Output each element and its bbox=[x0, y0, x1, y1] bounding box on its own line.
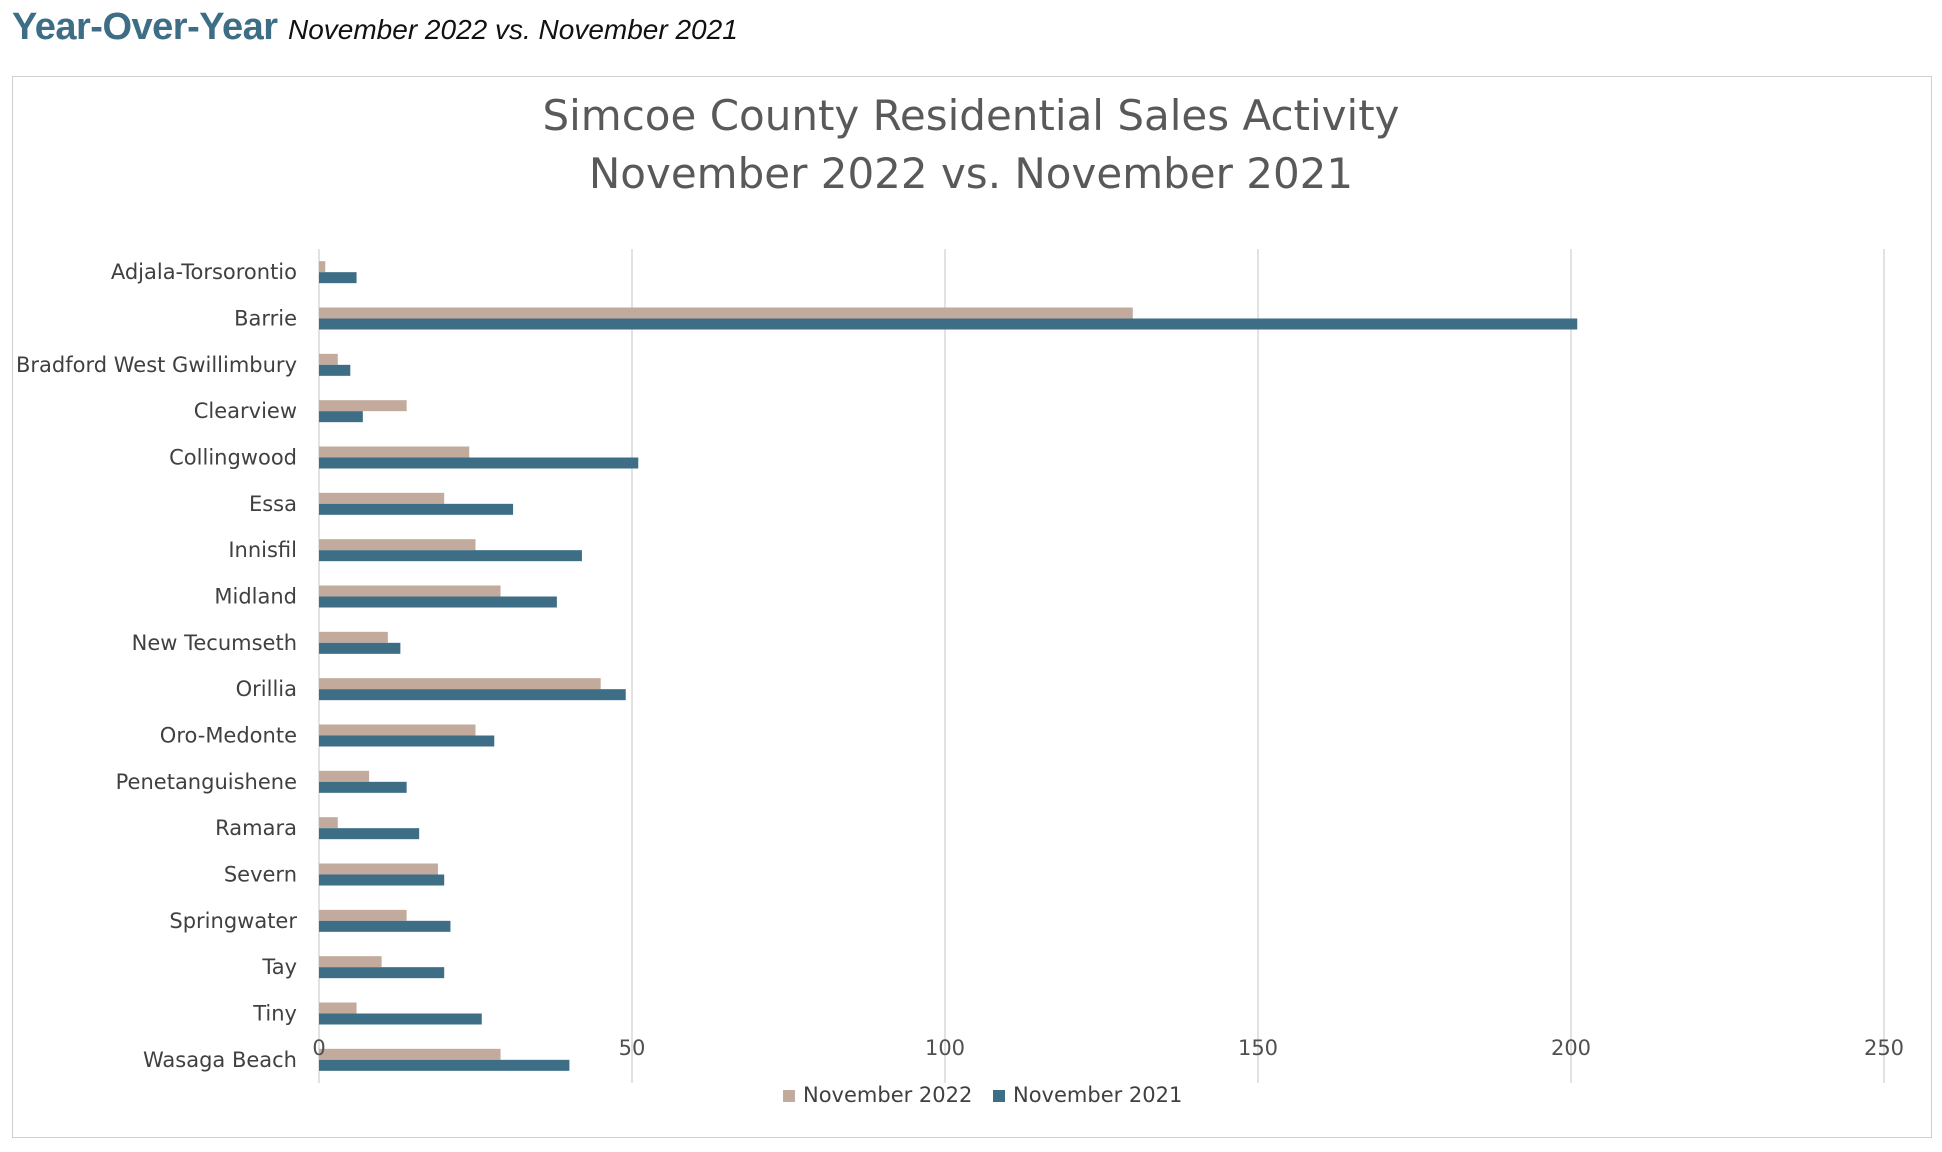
bar-nov-2021-severn bbox=[319, 874, 445, 886]
category-label-midland: Midland bbox=[214, 585, 297, 609]
category-label-springwater: Springwater bbox=[169, 909, 297, 933]
x-axis-ticks: 0 50 100 150 200 250 bbox=[312, 1036, 1904, 1060]
bar-nov-2021-adjala-torsorontio bbox=[319, 272, 357, 284]
bar-nov-2022-collingwood bbox=[319, 446, 470, 458]
bar-nov-2022-tiny bbox=[319, 1002, 357, 1014]
category-label-collingwood: Collingwood bbox=[169, 446, 297, 470]
bar-nov-2022-springwater bbox=[319, 909, 407, 921]
bar-nov-2021-bradford-west-gwillimbury bbox=[319, 364, 351, 376]
bar-nov-2022-adjala-torsorontio bbox=[319, 261, 326, 273]
x-tick-label-200: 200 bbox=[1551, 1036, 1591, 1060]
bar-nov-2022-new-tecumseth bbox=[319, 631, 388, 643]
bar-nov-2022-midland bbox=[319, 585, 501, 597]
x-tick-label-0: 0 bbox=[312, 1036, 325, 1060]
bars bbox=[319, 261, 1578, 1071]
x-tick-label-50: 50 bbox=[619, 1036, 646, 1060]
category-label-tay: Tay bbox=[261, 955, 297, 979]
bar-nov-2021-collingwood bbox=[319, 457, 639, 469]
category-label-wasaga-beach: Wasaga Beach bbox=[143, 1048, 297, 1072]
bar-nov-2022-bradford-west-gwillimbury bbox=[319, 353, 338, 365]
bar-nov-2021-clearview bbox=[319, 411, 363, 423]
bar-nov-2022-barrie bbox=[319, 307, 1133, 319]
bar-nov-2022-clearview bbox=[319, 400, 407, 412]
bar-nov-2021-new-tecumseth bbox=[319, 642, 401, 654]
bar-nov-2021-ramara bbox=[319, 828, 420, 840]
bar-nov-2021-wasaga-beach bbox=[319, 1059, 570, 1071]
bar-nov-2021-midland bbox=[319, 596, 557, 608]
category-labels: Adjala-Torsorontio Barrie Bradford West Gw… bbox=[16, 260, 297, 1072]
bar-nov-2022-innisfil bbox=[319, 539, 476, 551]
bar-nov-2022-ramara bbox=[319, 817, 338, 829]
bar-nov-2021-penetanguishene bbox=[319, 781, 407, 793]
category-label-penetanguishene: Penetanguishene bbox=[116, 770, 297, 794]
bar-nov-2022-orillia bbox=[319, 678, 601, 690]
chart-subtitle: November 2022 vs. November 2021 bbox=[589, 149, 1353, 198]
bar-nov-2021-springwater bbox=[319, 920, 451, 932]
category-label-severn: Severn bbox=[224, 863, 297, 887]
x-tick-label-250: 250 bbox=[1864, 1036, 1904, 1060]
category-label-essa: Essa bbox=[249, 492, 297, 516]
bar-nov-2021-essa bbox=[319, 503, 514, 515]
bar-nov-2021-orillia bbox=[319, 689, 626, 701]
bar-nov-2022-tay bbox=[319, 956, 382, 968]
bar-nov-2022-wasaga-beach bbox=[319, 1048, 501, 1060]
bar-nov-2021-tay bbox=[319, 967, 445, 979]
category-label-clearview: Clearview bbox=[194, 399, 297, 423]
bar-nov-2022-essa bbox=[319, 492, 445, 504]
bar-nov-2022-oro-medonte bbox=[319, 724, 476, 736]
category-label-adjala-torsorontio: Adjala-Torsorontio bbox=[111, 260, 297, 284]
category-label-innisfil: Innisfil bbox=[228, 538, 297, 562]
bar-nov-2021-oro-medonte bbox=[319, 735, 495, 747]
legend-swatch-nov-2022 bbox=[783, 1090, 795, 1102]
bar-nov-2022-penetanguishene bbox=[319, 770, 370, 782]
legend-label-nov-2021: November 2021 bbox=[1013, 1083, 1182, 1107]
bar-nov-2021-tiny bbox=[319, 1013, 482, 1025]
category-label-orillia: Orillia bbox=[236, 677, 297, 701]
category-label-barrie: Barrie bbox=[234, 307, 297, 331]
bar-chart: Simcoe County Residential Sales Activity… bbox=[16, 91, 1904, 1107]
legend: November 2022 November 2021 bbox=[783, 1083, 1182, 1107]
chart-title: Simcoe County Residential Sales Activity bbox=[542, 91, 1399, 140]
chart-frame: Simcoe County Residential Sales Activity… bbox=[12, 76, 1932, 1138]
category-label-ramara: Ramara bbox=[215, 816, 297, 840]
page-title: Year-Over-Year bbox=[12, 6, 278, 48]
page-header: Year-Over-Year November 2022 vs. Novembe… bbox=[12, 6, 738, 49]
bar-nov-2021-innisfil bbox=[319, 550, 582, 562]
legend-swatch-nov-2021 bbox=[993, 1090, 1005, 1102]
category-label-new-tecumseth: New Tecumseth bbox=[132, 631, 297, 655]
category-label-oro-medonte: Oro-Medonte bbox=[160, 724, 297, 748]
page-subtitle: November 2022 vs. November 2021 bbox=[287, 14, 738, 45]
x-tick-label-150: 150 bbox=[1238, 1036, 1278, 1060]
bar-nov-2021-barrie bbox=[319, 318, 1578, 330]
bar-nov-2022-severn bbox=[319, 863, 438, 875]
category-label-bradford-west-gwillimbury: Bradford West Gwillimbury bbox=[16, 353, 297, 377]
category-label-tiny: Tiny bbox=[252, 1002, 297, 1026]
legend-label-nov-2022: November 2022 bbox=[803, 1083, 972, 1107]
gridlines bbox=[318, 249, 1885, 1083]
x-tick-label-100: 100 bbox=[925, 1036, 965, 1060]
